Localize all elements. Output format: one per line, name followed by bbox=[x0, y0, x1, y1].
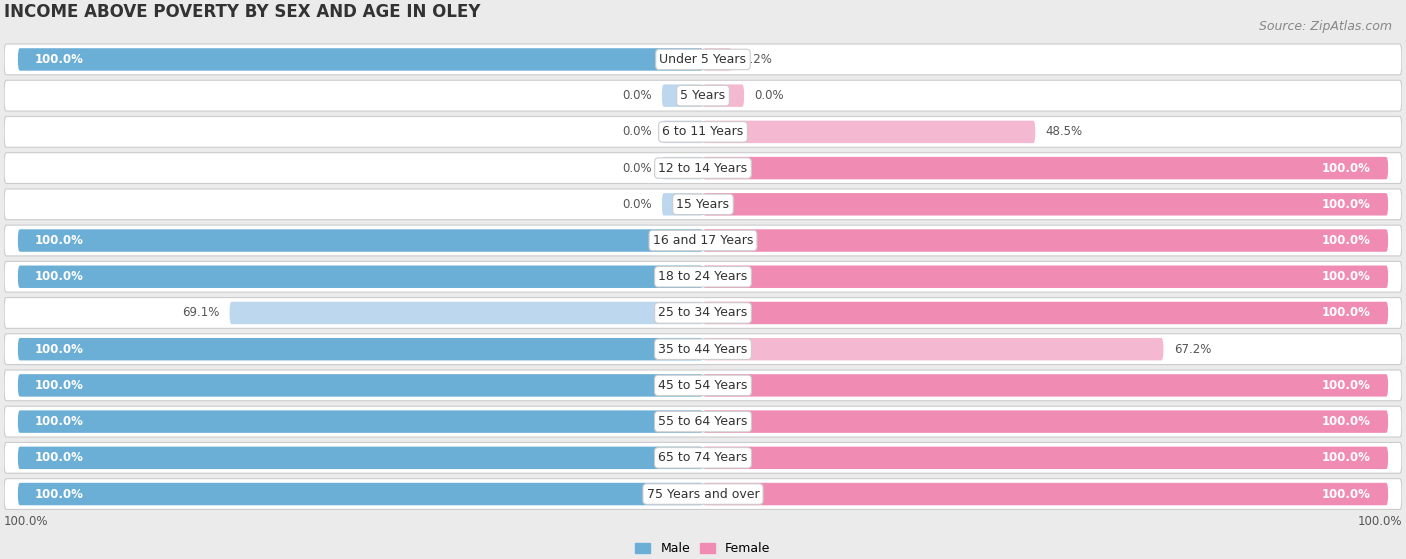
Text: 100.0%: 100.0% bbox=[35, 487, 84, 500]
FancyBboxPatch shape bbox=[4, 297, 1402, 328]
FancyBboxPatch shape bbox=[662, 193, 703, 216]
FancyBboxPatch shape bbox=[703, 483, 1388, 505]
FancyBboxPatch shape bbox=[18, 229, 703, 252]
Text: 55 to 64 Years: 55 to 64 Years bbox=[658, 415, 748, 428]
Text: 100.0%: 100.0% bbox=[1322, 234, 1371, 247]
FancyBboxPatch shape bbox=[18, 338, 703, 361]
FancyBboxPatch shape bbox=[4, 225, 1402, 256]
FancyBboxPatch shape bbox=[703, 48, 731, 70]
FancyBboxPatch shape bbox=[4, 479, 1402, 509]
Text: 15 Years: 15 Years bbox=[676, 198, 730, 211]
Text: 100.0%: 100.0% bbox=[1322, 270, 1371, 283]
FancyBboxPatch shape bbox=[703, 266, 1388, 288]
FancyBboxPatch shape bbox=[18, 374, 703, 397]
Text: 25 to 34 Years: 25 to 34 Years bbox=[658, 306, 748, 319]
FancyBboxPatch shape bbox=[4, 406, 1402, 437]
FancyBboxPatch shape bbox=[703, 302, 1388, 324]
Text: 0.0%: 0.0% bbox=[621, 162, 651, 174]
Text: 12 to 14 Years: 12 to 14 Years bbox=[658, 162, 748, 174]
Text: 6 to 11 Years: 6 to 11 Years bbox=[662, 125, 744, 139]
Text: 18 to 24 Years: 18 to 24 Years bbox=[658, 270, 748, 283]
Text: 48.5%: 48.5% bbox=[1046, 125, 1083, 139]
Text: INCOME ABOVE POVERTY BY SEX AND AGE IN OLEY: INCOME ABOVE POVERTY BY SEX AND AGE IN O… bbox=[4, 3, 481, 21]
Text: 100.0%: 100.0% bbox=[35, 451, 84, 465]
Text: 67.2%: 67.2% bbox=[1174, 343, 1211, 356]
Text: 100.0%: 100.0% bbox=[35, 234, 84, 247]
FancyBboxPatch shape bbox=[4, 153, 1402, 183]
Text: 65 to 74 Years: 65 to 74 Years bbox=[658, 451, 748, 465]
Text: 100.0%: 100.0% bbox=[1322, 306, 1371, 319]
Text: 100.0%: 100.0% bbox=[1322, 162, 1371, 174]
FancyBboxPatch shape bbox=[18, 483, 703, 505]
Text: 100.0%: 100.0% bbox=[4, 515, 49, 528]
FancyBboxPatch shape bbox=[703, 229, 1388, 252]
FancyBboxPatch shape bbox=[703, 121, 1035, 143]
FancyBboxPatch shape bbox=[4, 80, 1402, 111]
Text: Source: ZipAtlas.com: Source: ZipAtlas.com bbox=[1258, 20, 1392, 32]
Text: 100.0%: 100.0% bbox=[1322, 198, 1371, 211]
Text: 100.0%: 100.0% bbox=[35, 343, 84, 356]
FancyBboxPatch shape bbox=[662, 157, 703, 179]
Text: 4.2%: 4.2% bbox=[742, 53, 772, 66]
Text: 0.0%: 0.0% bbox=[621, 125, 651, 139]
Text: 16 and 17 Years: 16 and 17 Years bbox=[652, 234, 754, 247]
Text: 5 Years: 5 Years bbox=[681, 89, 725, 102]
FancyBboxPatch shape bbox=[703, 193, 1388, 216]
FancyBboxPatch shape bbox=[4, 334, 1402, 364]
FancyBboxPatch shape bbox=[703, 447, 1388, 469]
Text: 100.0%: 100.0% bbox=[1322, 451, 1371, 465]
FancyBboxPatch shape bbox=[703, 84, 744, 107]
Text: 45 to 54 Years: 45 to 54 Years bbox=[658, 379, 748, 392]
Legend: Male, Female: Male, Female bbox=[630, 537, 776, 559]
FancyBboxPatch shape bbox=[703, 157, 1388, 179]
FancyBboxPatch shape bbox=[662, 121, 703, 143]
Text: 100.0%: 100.0% bbox=[1322, 379, 1371, 392]
FancyBboxPatch shape bbox=[703, 410, 1388, 433]
Text: 100.0%: 100.0% bbox=[1322, 487, 1371, 500]
FancyBboxPatch shape bbox=[4, 370, 1402, 401]
Text: 100.0%: 100.0% bbox=[35, 379, 84, 392]
FancyBboxPatch shape bbox=[18, 266, 703, 288]
Text: 100.0%: 100.0% bbox=[35, 270, 84, 283]
FancyBboxPatch shape bbox=[4, 262, 1402, 292]
Text: Under 5 Years: Under 5 Years bbox=[659, 53, 747, 66]
FancyBboxPatch shape bbox=[703, 338, 1163, 361]
FancyBboxPatch shape bbox=[662, 84, 703, 107]
Text: 75 Years and over: 75 Years and over bbox=[647, 487, 759, 500]
FancyBboxPatch shape bbox=[4, 116, 1402, 147]
Text: 0.0%: 0.0% bbox=[621, 89, 651, 102]
Text: 100.0%: 100.0% bbox=[35, 53, 84, 66]
Text: 69.1%: 69.1% bbox=[181, 306, 219, 319]
Text: 35 to 44 Years: 35 to 44 Years bbox=[658, 343, 748, 356]
FancyBboxPatch shape bbox=[18, 48, 703, 70]
Text: 100.0%: 100.0% bbox=[1322, 415, 1371, 428]
FancyBboxPatch shape bbox=[4, 442, 1402, 473]
Text: 0.0%: 0.0% bbox=[755, 89, 785, 102]
FancyBboxPatch shape bbox=[18, 410, 703, 433]
FancyBboxPatch shape bbox=[703, 374, 1388, 397]
Text: 100.0%: 100.0% bbox=[1357, 515, 1402, 528]
FancyBboxPatch shape bbox=[229, 302, 703, 324]
FancyBboxPatch shape bbox=[4, 189, 1402, 220]
FancyBboxPatch shape bbox=[4, 44, 1402, 75]
FancyBboxPatch shape bbox=[18, 447, 703, 469]
Text: 0.0%: 0.0% bbox=[621, 198, 651, 211]
Text: 100.0%: 100.0% bbox=[35, 415, 84, 428]
